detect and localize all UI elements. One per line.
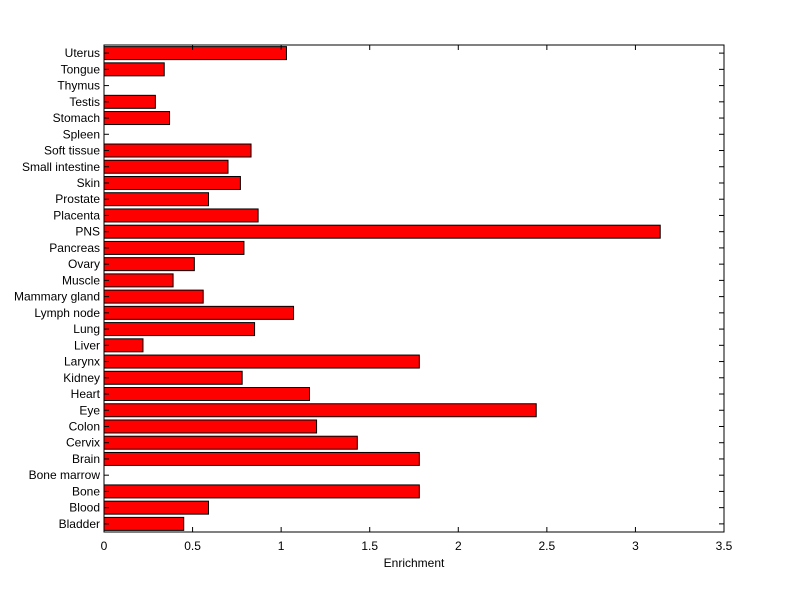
y-tick-label: PNS — [75, 225, 100, 239]
x-axis-label: Enrichment — [384, 556, 445, 570]
bar-brain — [103, 451, 420, 466]
x-tick-label: 2.5 — [539, 539, 556, 553]
bar-mammary-gland — [103, 289, 204, 304]
y-tick-label: Lymph node — [34, 306, 100, 320]
y-tick-label: Pancreas — [49, 241, 100, 255]
y-tick-label: Thymus — [57, 79, 100, 93]
y-tick-label: Kidney — [63, 371, 100, 385]
y-tick-label: Bone marrow — [29, 468, 101, 482]
bars-group — [103, 46, 661, 531]
bar-bladder — [103, 516, 185, 531]
bar-bone — [103, 484, 420, 499]
bar-small-intestine — [103, 159, 229, 174]
x-tick-label: 2 — [455, 539, 462, 553]
y-tick-label: Placenta — [53, 208, 100, 222]
bar-uterus — [103, 46, 287, 61]
bar-colon — [103, 419, 318, 434]
y-tick-label: Prostate — [55, 192, 100, 206]
bar-lymph-node — [103, 305, 295, 320]
ticks-group — [103, 45, 725, 532]
bar-blood — [103, 500, 210, 515]
bar-eye — [103, 403, 537, 418]
bar-kidney — [103, 370, 243, 385]
y-tick-label: Spleen — [63, 127, 100, 141]
x-tick-label: 3 — [632, 539, 639, 553]
y-tick-label: Ovary — [68, 257, 100, 271]
bar-cervix — [103, 435, 358, 450]
y-tick-label: Liver — [74, 338, 100, 352]
y-tick-label: Colon — [69, 419, 100, 433]
y-tick-label: Mammary gland — [14, 290, 100, 304]
y-tick-label: Cervix — [66, 436, 100, 450]
y-tick-label: Brain — [72, 452, 100, 466]
bar-pns — [103, 224, 661, 239]
y-tick-label: Uterus — [65, 46, 100, 60]
tick-labels-group: Bladder Blood Bone Bone marrow Brain Cervix Co… — [14, 46, 733, 553]
y-tick-label: Bladder — [59, 517, 100, 531]
bar-ovary — [103, 257, 195, 272]
y-tick-label: Bone — [72, 484, 100, 498]
plot-frame — [103, 44, 725, 533]
y-tick-label: Small intestine — [22, 160, 100, 174]
x-tick-label: 0 — [101, 539, 108, 553]
y-tick-label: Larynx — [64, 355, 100, 369]
y-tick-label: Skin — [77, 176, 100, 190]
y-tick-label: Soft tissue — [44, 144, 100, 158]
bar-testis — [103, 94, 156, 109]
bar-heart — [103, 387, 310, 402]
bar-placenta — [103, 208, 259, 223]
bar-larynx — [103, 354, 420, 369]
bar-stomach — [103, 111, 171, 126]
y-tick-label: Muscle — [62, 273, 100, 287]
bar-muscle — [103, 273, 174, 288]
y-tick-label: Stomach — [53, 111, 100, 125]
bar-pancreas — [103, 240, 245, 255]
y-tick-label: Testis — [69, 95, 100, 109]
x-tick-label: 0.5 — [184, 539, 201, 553]
x-tick-label: 3.5 — [716, 539, 733, 553]
bar-liver — [103, 338, 144, 353]
y-tick-label: Lung — [73, 322, 100, 336]
y-tick-label: Tongue — [61, 62, 101, 76]
x-tick-label: 1 — [278, 539, 285, 553]
x-tick-label: 1.5 — [361, 539, 378, 553]
bar-prostate — [103, 192, 210, 207]
y-tick-label: Heart — [71, 387, 101, 401]
bar-skin — [103, 175, 241, 190]
bar-lung — [103, 322, 256, 337]
y-tick-label: Blood — [69, 501, 100, 515]
bar-tongue — [103, 62, 165, 77]
bar-soft-tissue — [103, 143, 252, 158]
y-tick-label: Eye — [79, 403, 100, 417]
